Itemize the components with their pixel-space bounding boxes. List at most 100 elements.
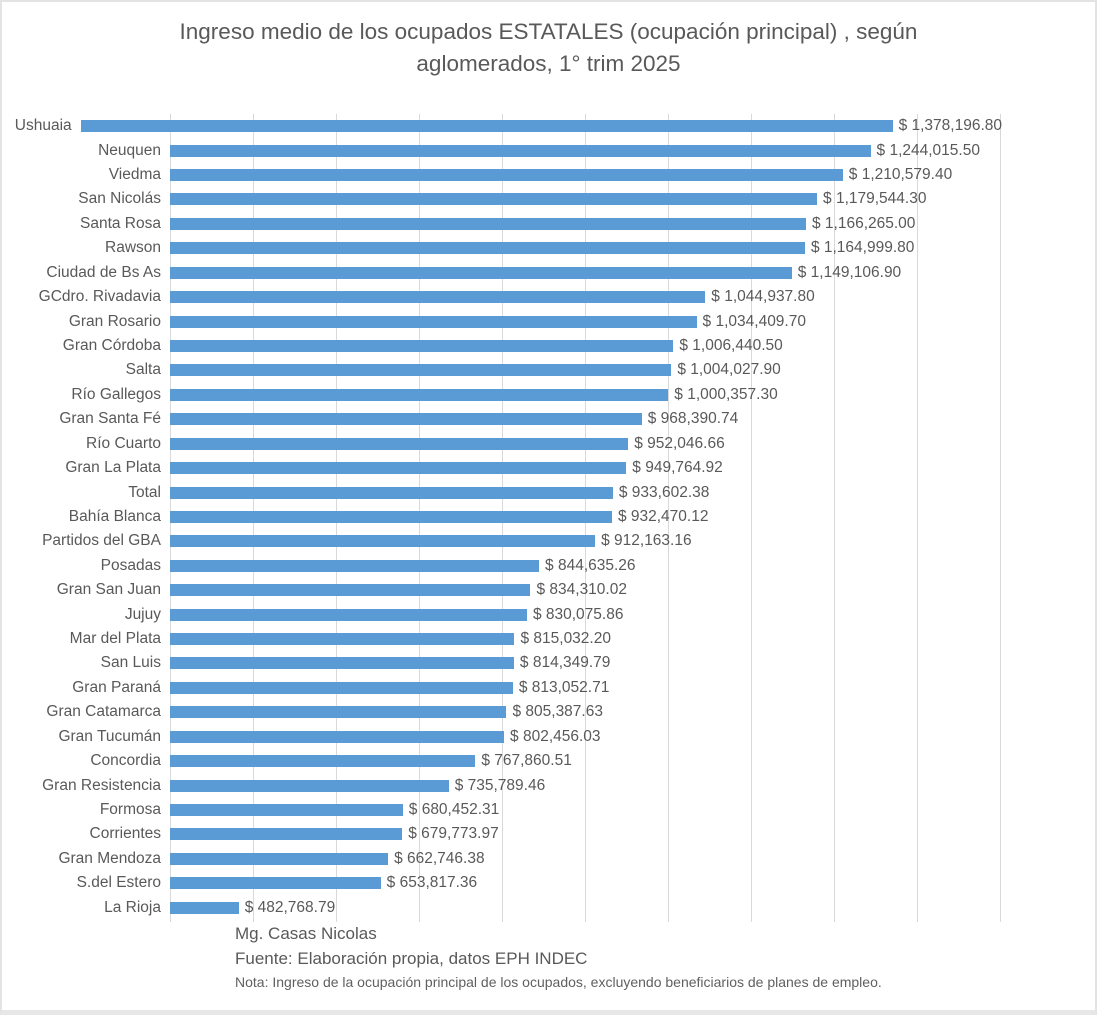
- bar-row: Gran La Plata $ 949,764.92: [2, 456, 1002, 480]
- category-label: Ushuaia: [14, 117, 72, 135]
- category-label: Gran Mendoza: [58, 849, 161, 867]
- bar-row: Río Gallegos $ 1,000,357.30: [2, 383, 1002, 407]
- value-label: $ 932,470.12: [617, 507, 709, 525]
- value-label: $ 735,789.46: [454, 776, 546, 794]
- category-label: Formosa: [99, 801, 161, 819]
- bar-row: Gran Paraná $ 813,052.71: [2, 676, 1002, 700]
- bar-track: $ 662,746.38: [170, 847, 1002, 871]
- gridline: [834, 114, 835, 922]
- value-label: $ 802,456.03: [510, 727, 601, 745]
- category-label: Río Gallegos: [71, 385, 161, 403]
- category-label: Gran Tucumán: [58, 727, 161, 745]
- value-label: $ 949,764.92: [632, 459, 723, 477]
- bar-track: $ 1,164,999.80: [170, 236, 1002, 260]
- bar: [170, 364, 672, 377]
- value-label: $ 814,349.79: [519, 654, 611, 672]
- bar-track: $ 1,004,027.90: [170, 358, 1002, 382]
- value-label: $ 844,635.26: [545, 556, 636, 574]
- value-label: $ 834,310.02: [536, 581, 627, 599]
- bar: [170, 340, 674, 352]
- bar-track: $ 1,006,440.50: [170, 334, 1002, 358]
- category-label: Gran San Juan: [56, 581, 161, 599]
- bar-track: $ 912,163.16: [170, 529, 1002, 553]
- bar-track: $ 1,000,357.30: [170, 383, 1002, 407]
- bar-track: $ 815,032.20: [170, 627, 1002, 651]
- bar: [170, 706, 507, 719]
- bar-track: $ 680,452.31: [170, 798, 1002, 822]
- category-label: Posadas: [100, 556, 161, 574]
- chart-title: Ingreso medio de los ocupados ESTATALES …: [2, 16, 1095, 80]
- value-label: $ 1,004,027.90: [677, 361, 781, 379]
- bar: [170, 217, 806, 230]
- bar: [170, 779, 449, 792]
- value-label: $ 662,746.38: [394, 849, 485, 867]
- bar: [170, 877, 381, 890]
- category-label: La Rioja: [104, 898, 161, 916]
- value-label: $ 680,452.31: [408, 801, 500, 819]
- bar-track: $ 1,210,579.40: [170, 163, 1002, 187]
- bar: [170, 559, 540, 572]
- bar-row: Río Cuarto $ 952,046.66: [2, 431, 1002, 455]
- value-label: $ 933,602.38: [618, 483, 710, 501]
- category-label: Concordia: [90, 752, 161, 770]
- bar-track: $ 1,179,544.30: [170, 187, 1002, 211]
- value-label: $ 1,000,357.30: [674, 385, 778, 403]
- bar-row: Gran Santa Fé $ 968,390.74: [2, 407, 1002, 431]
- plot-area: Ushuaia $ 1,378,196.80 Neuquen $ 1,244,015.…: [2, 114, 1002, 922]
- value-label: $ 815,032.20: [520, 630, 611, 648]
- footer-note: Nota: Ingreso de la ocupación principal …: [235, 974, 882, 990]
- category-label: GCdro. Rivadavia: [38, 288, 161, 306]
- bar-track: $ 1,044,937.80: [170, 285, 1002, 309]
- bar: [170, 266, 792, 279]
- bar: [170, 657, 514, 670]
- bar: [170, 315, 697, 328]
- bar-row: Posadas $ 844,635.26: [2, 554, 1002, 578]
- bar: [170, 804, 403, 817]
- bar-track: $ 1,149,106.90: [170, 261, 1002, 285]
- chart-rows: Ushuaia $ 1,378,196.80 Neuquen $ 1,244,015.…: [2, 114, 1002, 920]
- category-label: Gran Paraná: [72, 678, 161, 696]
- bar: [170, 901, 239, 914]
- bar: [170, 437, 629, 450]
- bar-row: Gran Resistencia $ 735,789.46: [2, 773, 1002, 797]
- bar: [170, 413, 642, 426]
- bar-row: La Rioja $ 482,768.79: [2, 896, 1002, 920]
- bar-track: $ 949,764.92: [170, 456, 1002, 480]
- category-label: San Luis: [100, 654, 161, 672]
- category-label: Santa Rosa: [80, 214, 161, 232]
- category-label: Neuquen: [98, 141, 161, 159]
- bar: [170, 169, 843, 182]
- value-label: $ 1,166,265.00: [811, 214, 916, 232]
- category-label: Jujuy: [124, 605, 161, 623]
- value-label: $ 1,244,015.50: [876, 141, 980, 159]
- bar: [170, 144, 871, 157]
- category-label: Gran Rosario: [68, 312, 161, 330]
- footer-source: Fuente: Elaboración propia, datos EPH IN…: [235, 949, 588, 968]
- category-label: Corrientes: [89, 825, 162, 843]
- value-label: $ 1,006,440.50: [679, 337, 783, 354]
- value-label: $ 679,773.97: [408, 825, 499, 843]
- bar-row: Bahía Blanca $ 932,470.12: [2, 505, 1002, 529]
- bar-row: Jujuy $ 830,075.86: [2, 602, 1002, 626]
- bar: [170, 486, 613, 499]
- bar-row: Total $ 933,602.38: [2, 480, 1002, 504]
- bar-track: $ 830,075.86: [170, 602, 1002, 626]
- value-label: $ 968,390.74: [647, 410, 739, 428]
- bar: [170, 828, 403, 841]
- footer-author: Mg. Casas Nicolas: [235, 924, 377, 943]
- bar-track: $ 933,602.38: [170, 480, 1002, 504]
- bar-track: $ 844,635.26: [170, 554, 1002, 578]
- category-label: Bahía Blanca: [68, 507, 161, 525]
- bar: [170, 388, 669, 401]
- bar-track: $ 802,456.03: [170, 725, 1002, 749]
- bar-track: $ 1,244,015.50: [170, 138, 1002, 162]
- bar-row: Salta $ 1,004,027.90: [2, 358, 1002, 382]
- chart-title-line-2: aglomerados, 1° trim 2025: [416, 51, 681, 76]
- bar-row: Gran Rosario $ 1,034,409.70: [2, 309, 1002, 333]
- bar-track: $ 834,310.02: [170, 578, 1002, 602]
- bar: [170, 755, 476, 768]
- bar: [170, 242, 805, 255]
- category-label: Mar del Plata: [69, 630, 161, 648]
- category-label: S.del Estero: [76, 874, 161, 892]
- bar-row: Viedma $ 1,210,579.40: [2, 163, 1002, 187]
